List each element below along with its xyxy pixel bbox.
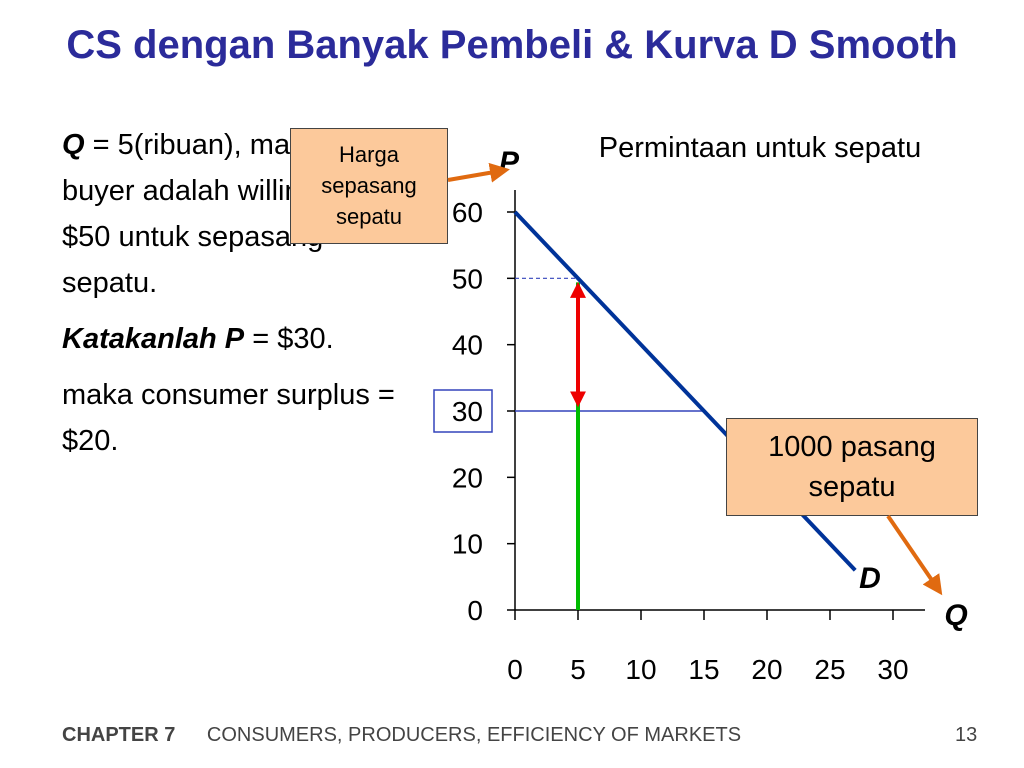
callout-pasang: 1000 pasang sepatu [726, 418, 978, 516]
chart-title: Permintaan untuk sepatu [598, 132, 922, 164]
x-axis-label: Q [944, 599, 967, 632]
x-tick-labels: 0 5 10 15 20 25 30 [507, 654, 908, 685]
paragraph-consumer-surplus: maka consumer surplus = $20. [62, 379, 395, 457]
y-tick-label: 20 [452, 462, 483, 493]
y-tick-label: 0 [467, 595, 483, 626]
price-label-box [433, 389, 493, 433]
slide-title: CS dengan Banyak Pembeli & Kurva D Smoot… [66, 23, 958, 67]
paragraph-2-text: = $30. [244, 323, 334, 355]
x-tick-label: 20 [751, 654, 782, 685]
y-tick-label: 10 [452, 529, 483, 560]
y-tick-labels: 0 10 20 30 40 50 60 [452, 197, 483, 626]
footer: CHAPTER 7 CONSUMERS, PRODUCERS, EFFICIEN… [62, 724, 741, 747]
x-tick-label: 30 [877, 654, 908, 685]
x-tick-label: 15 [688, 654, 719, 685]
tick-marks [507, 211, 894, 620]
x-tick-label: 5 [570, 654, 586, 685]
y-tick-label: 40 [452, 330, 483, 361]
axes [514, 190, 925, 611]
y-tick-label: 30 [452, 396, 483, 427]
y-tick-label: 50 [452, 263, 483, 294]
guide-lines [433, 277, 704, 433]
paragraph-price: Katakanlah P = $30. [62, 316, 422, 362]
y-axis-label: P [499, 146, 520, 179]
footer-chapter: CHAPTER 7 [62, 724, 176, 746]
callout-harga: Harga sepasang sepatu [290, 128, 448, 244]
x-tick-label: 10 [625, 654, 656, 685]
x-tick-label: 25 [814, 654, 845, 685]
demand-curve [513, 210, 857, 572]
q-symbol: Q [62, 129, 85, 161]
price-lead: Katakanlah P [62, 323, 245, 355]
page-number: 13 [955, 724, 978, 746]
demand-series-label: D [859, 562, 881, 595]
y-tick-label: 60 [452, 197, 483, 228]
x-tick-label: 0 [507, 654, 523, 685]
footer-subtitle: CONSUMERS, PRODUCERS, EFFICIENCY OF MARK… [206, 724, 742, 746]
